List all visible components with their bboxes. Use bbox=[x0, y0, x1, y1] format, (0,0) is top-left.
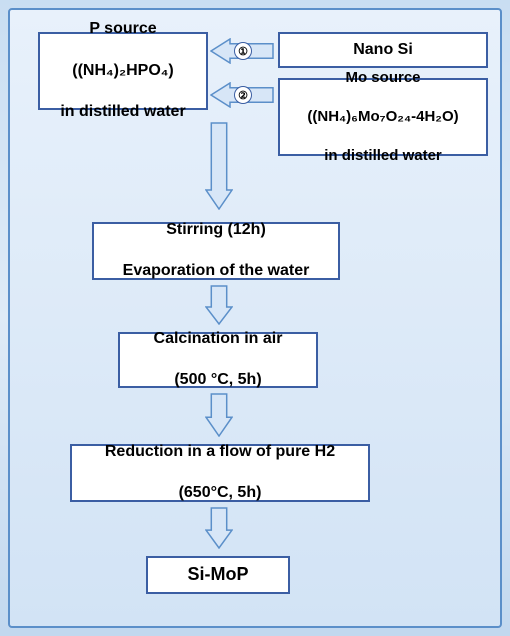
text-line: Calcination in air bbox=[154, 329, 283, 350]
step-badge-1: ① bbox=[234, 42, 252, 60]
node-stirring: Stirring (12h) Evaporation of the water bbox=[92, 222, 340, 280]
text-line: Nano Si bbox=[353, 40, 413, 61]
arrow-down-2 bbox=[205, 285, 233, 325]
arrow-down-1 bbox=[205, 122, 233, 210]
text-line: Mo source bbox=[345, 68, 420, 88]
step-badge-2: ② bbox=[234, 86, 252, 104]
text-line: ((NH₄)₂HPO₄) bbox=[72, 61, 173, 82]
text-line: P source bbox=[89, 19, 156, 40]
text-line: in distilled water bbox=[324, 146, 442, 166]
arrow-down-3 bbox=[205, 393, 233, 437]
text-line: Evaporation of the water bbox=[123, 261, 310, 282]
outer-frame: P source((NH₄)₂HPO₄)in distilled water N… bbox=[0, 0, 510, 636]
text-line: (500 °C, 5h) bbox=[174, 370, 261, 391]
text-line: Reduction in a flow of pure H2 bbox=[105, 442, 335, 463]
node-mo-source: Mo source((NH₄)₆Mo₇O₂₄-4H₂O)in distilled… bbox=[278, 78, 488, 156]
text-line: (650°C, 5h) bbox=[179, 483, 262, 504]
text-line: in distilled water bbox=[60, 102, 185, 123]
text-line: Si-MoP bbox=[188, 563, 249, 586]
node-reduction: Reduction in a flow of pure H2 (650°C, 5h… bbox=[70, 444, 370, 502]
arrow-down-4 bbox=[205, 507, 233, 549]
text-line: ((NH₄)₆Mo₇O₂₄-4H₂O) bbox=[307, 107, 458, 127]
node-nano-si: Nano Si bbox=[278, 32, 488, 68]
node-product: Si-MoP bbox=[146, 556, 290, 594]
flowchart-panel: P source((NH₄)₂HPO₄)in distilled water N… bbox=[8, 8, 502, 628]
node-p-source: P source((NH₄)₂HPO₄)in distilled water bbox=[38, 32, 208, 110]
text-line: Stirring (12h) bbox=[166, 220, 266, 241]
node-calcination: Calcination in air (500 °C, 5h) bbox=[118, 332, 318, 388]
